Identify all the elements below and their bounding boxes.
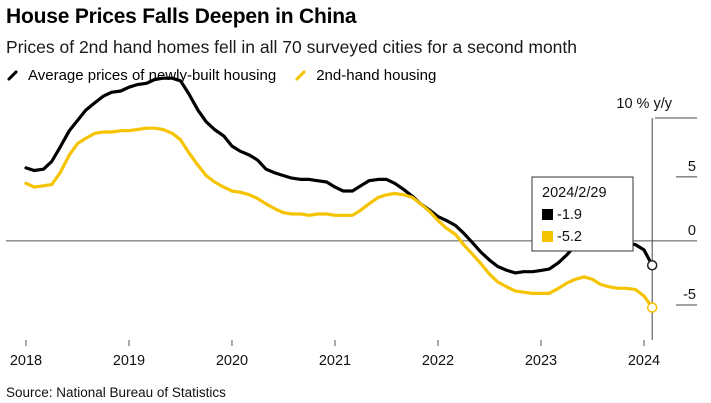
- x-tick-label: 2022: [422, 353, 454, 369]
- legend-label-new: Average prices of newly-built housing: [28, 67, 277, 84]
- y-tick-label: 5: [688, 159, 696, 175]
- chart-subtitle: Prices of 2nd hand homes fell in all 70 …: [6, 37, 578, 57]
- series-line-second: [24, 126, 654, 310]
- x-tick-label: 2019: [113, 353, 145, 369]
- legend: Average prices of newly-built housing 2n…: [6, 67, 454, 84]
- chart-title: House Prices Falls Deepen in China: [6, 5, 357, 28]
- tooltip-swatch-new: [542, 209, 553, 220]
- series-line-new: [24, 76, 654, 275]
- y-axis-unit-label: 10 % y/y: [616, 96, 672, 112]
- x-tick-label: 2023: [525, 353, 557, 369]
- y-tick-label: -5: [683, 287, 696, 303]
- y-tick-label: 0: [688, 223, 696, 239]
- x-tick-label: 2021: [319, 353, 351, 369]
- x-tick-label: 2024: [628, 353, 660, 369]
- end-marker-new: [646, 260, 658, 271]
- legend-label-second: 2nd-hand housing: [316, 67, 437, 84]
- tooltip-value-new: -1.9: [557, 207, 582, 223]
- tooltip-swatch-second: [542, 231, 553, 242]
- legend-item-second: 2nd-hand housing: [294, 67, 436, 84]
- tooltip-date: 2024/2/29: [542, 185, 607, 201]
- tooltip-value-second: -5.2: [557, 229, 582, 245]
- source-note: Source: National Bureau of Statistics: [6, 385, 226, 400]
- end-marker-second: [646, 302, 658, 313]
- x-tick-label: 2020: [216, 353, 248, 369]
- legend-item-new: Average prices of newly-built housing: [6, 67, 276, 84]
- x-tick-label: 2018: [10, 353, 42, 369]
